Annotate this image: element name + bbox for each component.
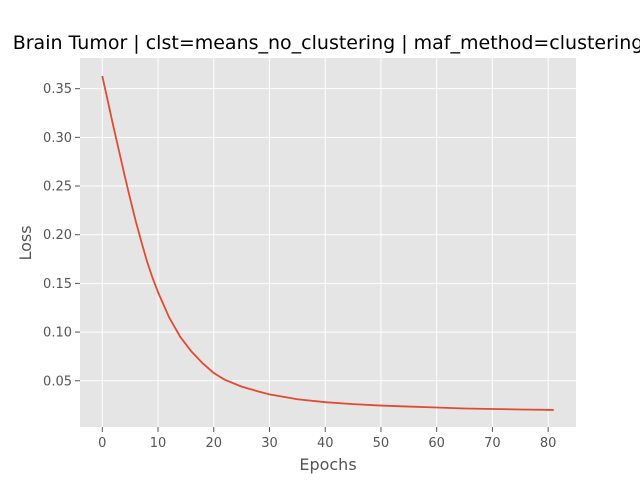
loss-series-line [101, 75, 554, 411]
x-tick-label: 70 [484, 436, 501, 451]
plot-background [80, 58, 576, 427]
x-tick-label: 40 [317, 436, 334, 451]
y-tick-label: 0.05 [43, 374, 72, 389]
y-tick-label: 0.25 [43, 180, 72, 195]
x-tick-label: 20 [205, 436, 222, 451]
y-tick-label: 0.20 [43, 228, 72, 243]
y-tick-label: 0.30 [43, 131, 72, 146]
grid-lines [80, 58, 576, 427]
x-axis-label: Epochs [299, 455, 356, 474]
x-tick-label: 50 [373, 436, 390, 451]
x-tick-label: 80 [540, 436, 557, 451]
x-axis-ticks: 0 10 20 30 40 50 60 70 80 [98, 427, 556, 451]
x-tick-label: 0 [98, 436, 106, 451]
x-tick-label: 30 [261, 436, 278, 451]
y-axis-label: Loss [16, 225, 35, 260]
y-tick-label: 0.15 [43, 277, 72, 292]
chart-title: Brain Tumor | clst=means_no_clustering |… [13, 32, 640, 54]
x-tick-label: 60 [428, 436, 445, 451]
y-tick-label: 0.10 [43, 326, 72, 341]
x-tick-label: 10 [150, 436, 167, 451]
y-tick-label: 0.35 [43, 82, 72, 97]
y-axis-ticks: 0.05 0.10 0.15 0.20 0.25 0.30 0.35 [43, 82, 80, 389]
